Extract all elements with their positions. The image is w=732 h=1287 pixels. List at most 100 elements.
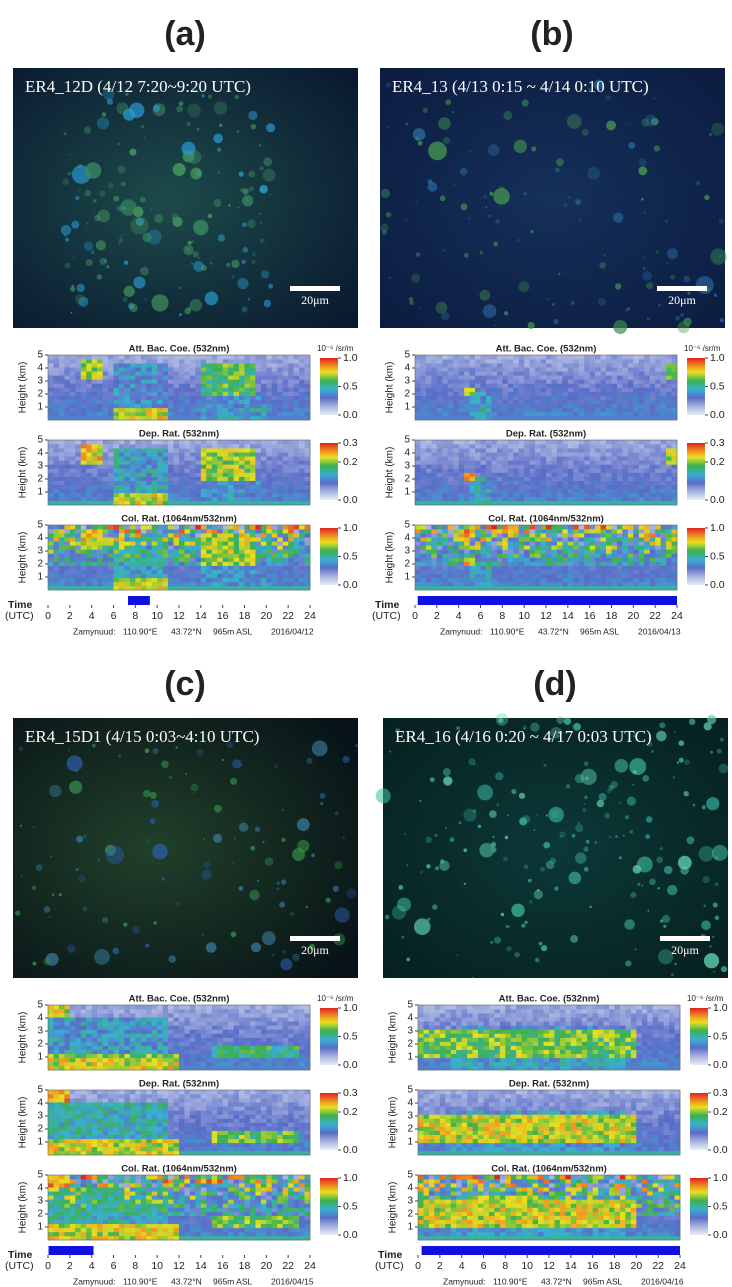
- heatmap-cell: [299, 476, 305, 481]
- heatmap-cell: [217, 569, 223, 575]
- heatmap-cell: [299, 573, 305, 579]
- heatmap-cell: [540, 533, 547, 538]
- heatmap-cell: [606, 500, 612, 506]
- heatmap-cell: [168, 383, 174, 388]
- micrograph-particle: [452, 111, 454, 114]
- heatmap-cell: [244, 533, 251, 538]
- heatmap-cell: [217, 577, 223, 583]
- heatmap-cell: [480, 415, 487, 421]
- heatmap-cell: [113, 541, 120, 546]
- heatmap-cell: [195, 549, 202, 554]
- heatmap-cell: [195, 460, 202, 465]
- heatmap-cell: [420, 561, 427, 566]
- heatmap-cell: [415, 545, 421, 550]
- heatmap-cell: [228, 581, 234, 587]
- heatmap-cell: [271, 383, 278, 388]
- heatmap-cell: [453, 577, 459, 583]
- heatmap-cell: [442, 407, 449, 413]
- heatmap-cell: [644, 452, 651, 457]
- heatmap-cell: [146, 472, 153, 477]
- heatmap-cell: [415, 496, 421, 502]
- heatmap-cell: [157, 403, 163, 409]
- heatmap-cell: [108, 557, 114, 562]
- heatmap-cell: [124, 391, 131, 396]
- heatmap-cell: [551, 541, 558, 546]
- heatmap-cell: [442, 561, 449, 566]
- heatmap-cell: [513, 403, 520, 409]
- micrograph-particle: [94, 214, 101, 222]
- heatmap-cell: [638, 500, 645, 506]
- heatmap-cell: [442, 403, 449, 409]
- heatmap-cell: [86, 415, 92, 421]
- heatmap-cell: [168, 545, 174, 550]
- heatmap-cell: [222, 375, 229, 380]
- heatmap-cell: [288, 468, 294, 473]
- heatmap-cell: [282, 363, 289, 368]
- heatmap-cell: [162, 533, 169, 538]
- heatmap-cell: [200, 355, 207, 360]
- heatmap-cell: [485, 468, 492, 473]
- heatmap-cell: [535, 585, 541, 591]
- heatmap-cell: [589, 403, 596, 409]
- heatmap-cell: [151, 403, 158, 409]
- heatmap-cell: [485, 464, 492, 469]
- heatmap-cell: [507, 472, 514, 477]
- heatmap-cell: [173, 391, 180, 396]
- heatmap-cell: [431, 529, 438, 534]
- heatmap-cell: [425, 496, 432, 502]
- heatmap-cell: [600, 448, 607, 453]
- heatmap-cell: [135, 525, 142, 530]
- micrograph-particle: [517, 238, 520, 242]
- heatmap-cell: [660, 407, 667, 413]
- heatmap-cell: [260, 537, 267, 542]
- heatmap-cell: [447, 452, 454, 457]
- heatmap-cell: [140, 395, 147, 400]
- heatmap-cell: [513, 399, 520, 405]
- heatmap-cell: [567, 553, 574, 558]
- heatmap-cell: [271, 460, 278, 465]
- heatmap-cell: [64, 411, 71, 417]
- micrograph-particle: [719, 318, 724, 323]
- heatmap-cell: [551, 411, 558, 417]
- heatmap-cell: [420, 468, 427, 473]
- colorbar-unit: 10⁻⁶ /sr/m: [317, 344, 354, 353]
- micrograph-particle: [213, 133, 223, 144]
- heatmap-cell: [228, 488, 234, 494]
- heatmap-cell: [86, 395, 92, 400]
- heatmap-cell: [611, 391, 618, 396]
- heatmap-cell: [431, 581, 438, 587]
- colorbar: [687, 358, 705, 415]
- heatmap-cell: [233, 577, 240, 583]
- heatmap-cell: [91, 452, 98, 457]
- heatmap-cell: [649, 549, 656, 554]
- heatmap-cell: [129, 375, 136, 380]
- heatmap-cell: [616, 456, 623, 461]
- heatmap-cell: [118, 379, 125, 384]
- heatmap-cell: [282, 480, 289, 485]
- heatmap-cell: [431, 496, 438, 502]
- heatmap-cell: [282, 585, 289, 591]
- heatmap-cell: [611, 545, 618, 550]
- heatmap-cell: [638, 464, 645, 469]
- heatmap-cell: [480, 468, 487, 473]
- heatmap-cell: [660, 476, 667, 481]
- heatmap-cell: [518, 492, 525, 498]
- heatmap-cell: [162, 581, 169, 587]
- heatmap-cell: [64, 561, 71, 566]
- heatmap-cell: [146, 561, 153, 566]
- heatmap-cell: [86, 359, 92, 364]
- heatmap-cell: [271, 452, 278, 457]
- heatmap-cell: [75, 452, 82, 457]
- heatmap-cell: [480, 585, 487, 591]
- heatmap-cell: [627, 492, 634, 498]
- heatmap-cell: [638, 415, 645, 421]
- heatmap-cell: [173, 399, 180, 405]
- heatmap-cell: [189, 525, 196, 530]
- heatmap-cell: [91, 387, 98, 392]
- heatmap-cell: [168, 407, 174, 413]
- heatmap-cell: [69, 371, 76, 376]
- heatmap-cell: [151, 359, 158, 364]
- heatmap-cell: [540, 561, 547, 566]
- heatmap-cell: [633, 541, 640, 546]
- heatmap-cell: [584, 371, 590, 376]
